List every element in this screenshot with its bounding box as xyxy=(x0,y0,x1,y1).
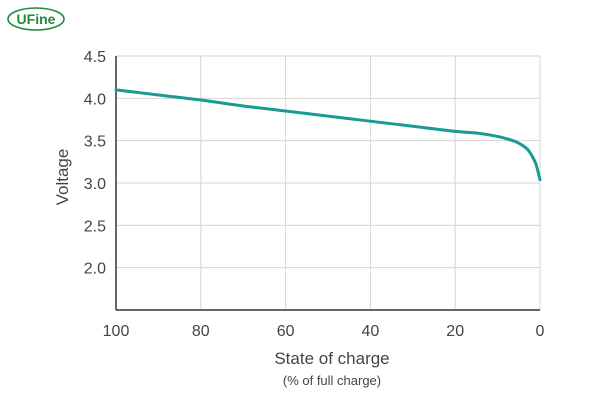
logo-text: UFine xyxy=(17,11,56,27)
y-tick-label-3.5: 3.5 xyxy=(84,134,106,151)
y-axis-label: Voltage xyxy=(53,149,72,206)
series-layer xyxy=(114,88,542,182)
x-tick-label-20: 20 xyxy=(446,323,464,340)
x-tick-label-40: 40 xyxy=(362,323,380,340)
y-tick-label-3.0: 3.0 xyxy=(84,176,106,193)
tick-labels: 100 80 60 40 20 0 2.0 2.5 3.0 3.5 4.0 4.5 xyxy=(84,49,545,340)
axes xyxy=(115,56,540,311)
y-tick-label-2.0: 2.0 xyxy=(84,261,106,278)
x-tick-label-80: 80 xyxy=(192,323,210,340)
grid-lines xyxy=(115,55,541,310)
x-tick-label-100: 100 xyxy=(103,323,130,340)
ufine-logo: UFine xyxy=(7,7,65,31)
y-tick-label-4.0: 4.0 xyxy=(84,91,106,108)
y-tick-label-4.5: 4.5 xyxy=(84,49,106,66)
x-axis-sublabel: (% of full charge) xyxy=(283,373,381,388)
series-line-0 xyxy=(114,88,542,182)
logo-oval xyxy=(7,7,65,31)
x-tick-label-0: 0 xyxy=(536,323,545,340)
x-axis-label: State of charge xyxy=(274,349,389,368)
x-tick-label-60: 60 xyxy=(277,323,295,340)
y-tick-label-2.5: 2.5 xyxy=(84,218,106,235)
